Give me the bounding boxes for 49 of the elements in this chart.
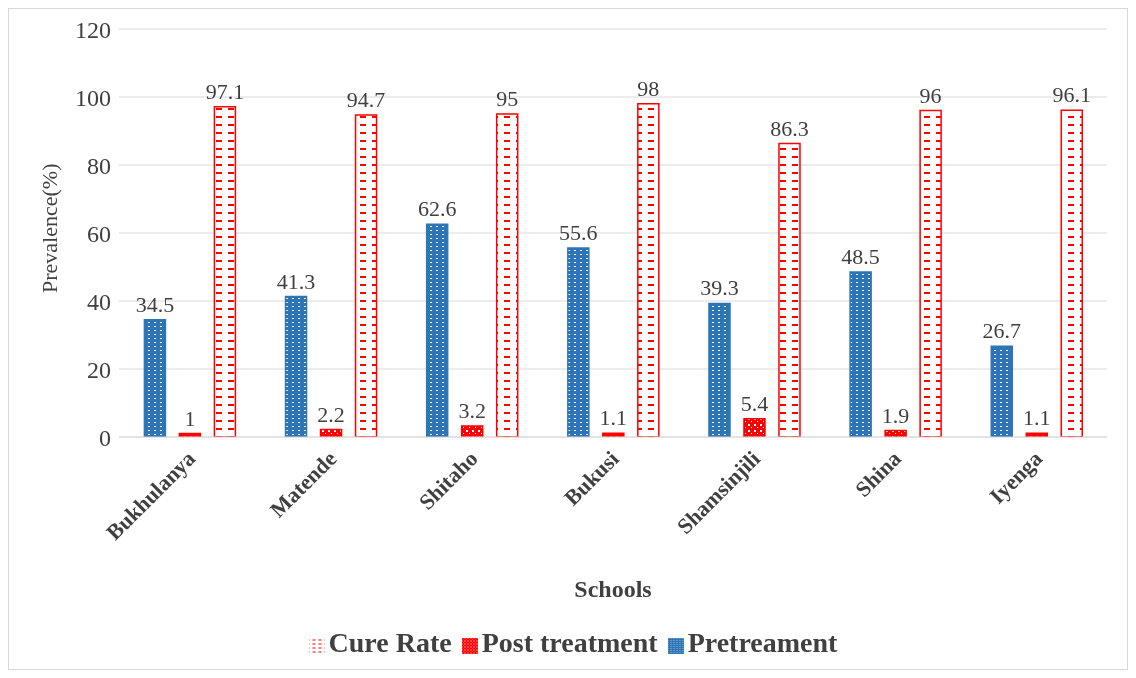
data-label: 1.1 xyxy=(599,405,628,431)
y-tick-label: 40 xyxy=(87,288,111,315)
data-label: 2.2 xyxy=(317,401,345,427)
bar xyxy=(849,271,872,437)
data-label: 5.4 xyxy=(740,390,769,416)
data-label: 97.1 xyxy=(205,78,245,104)
data-label: 1 xyxy=(184,405,196,431)
y-axis-title: Prevalence(%) xyxy=(36,163,62,293)
data-label: 98 xyxy=(637,75,660,101)
data-label: 39.3 xyxy=(700,275,739,301)
data-label: 94.7 xyxy=(346,87,386,113)
y-tick-label: 20 xyxy=(87,356,111,383)
legend-label: Pretreament xyxy=(687,627,838,658)
legend-label: Post treatment xyxy=(481,627,658,658)
bar xyxy=(495,113,519,437)
bar xyxy=(567,247,590,437)
bar xyxy=(1060,109,1084,437)
y-tick-label: 120 xyxy=(75,16,111,43)
y-tick-label: 100 xyxy=(75,84,111,111)
data-label: 3.2 xyxy=(458,398,486,424)
y-tick-label: 80 xyxy=(87,152,111,179)
bar xyxy=(354,114,378,437)
data-label: 95 xyxy=(496,86,519,111)
bar xyxy=(778,142,801,437)
data-label: 48.5 xyxy=(841,244,880,270)
y-tick-label: 0 xyxy=(99,424,111,451)
bar xyxy=(425,223,449,437)
bar xyxy=(708,302,731,437)
data-label: 96.1 xyxy=(1052,82,1092,108)
legend-label: Cure Rate xyxy=(328,627,452,658)
x-axis-title: Schools xyxy=(574,576,652,602)
bar xyxy=(143,318,167,437)
bar xyxy=(213,106,237,437)
bar xyxy=(743,417,766,437)
y-tick-label: 60 xyxy=(87,220,111,247)
bar xyxy=(919,109,942,437)
bar xyxy=(990,345,1014,437)
bar xyxy=(637,103,660,437)
data-label: 41.3 xyxy=(276,268,316,294)
bar xyxy=(284,295,308,437)
data-label: 34.5 xyxy=(135,291,175,317)
data-label: 26.7 xyxy=(982,318,1022,344)
data-label: 86.3 xyxy=(770,115,809,141)
data-label: 62.6 xyxy=(417,196,457,222)
data-label: 55.6 xyxy=(559,219,598,245)
bar xyxy=(460,425,484,437)
data-label: 96 xyxy=(919,82,942,108)
data-label: 1.1 xyxy=(1023,405,1051,431)
data-label: 1.9 xyxy=(881,402,910,428)
